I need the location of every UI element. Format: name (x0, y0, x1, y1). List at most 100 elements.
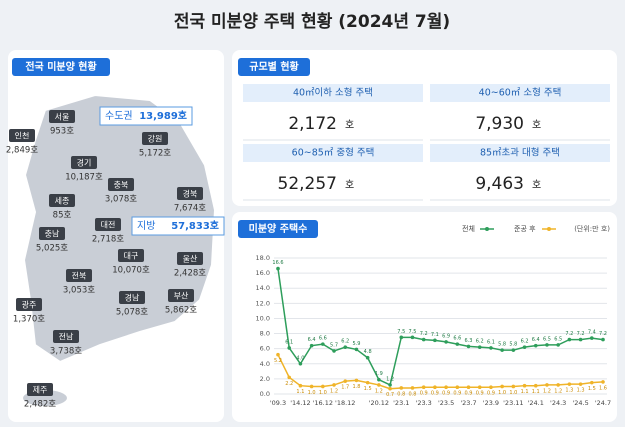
region-count: 2,718호 (92, 235, 124, 245)
point (556, 383, 560, 387)
region-name: 광주 (22, 300, 37, 310)
x-tick-label: '09.3 (270, 399, 286, 407)
region-tag (177, 252, 203, 265)
cell-unit: 호 (345, 119, 354, 131)
x-tick-label: '23.1 (393, 399, 409, 407)
region-name: 강원 (148, 134, 163, 144)
point (421, 337, 426, 342)
point (500, 384, 504, 389)
point (533, 343, 538, 348)
value-label: 6.9 (442, 333, 450, 339)
region-count: 3,078호 (105, 195, 137, 205)
region-name: 충남 (45, 230, 60, 239)
x-tick-label: '20.12 (369, 399, 389, 407)
point (399, 335, 404, 340)
cell-label: 40~60㎡ 소형 주택 (479, 88, 562, 99)
point (466, 344, 471, 349)
region-name: 제주 (33, 386, 48, 395)
point (287, 375, 292, 380)
value-label: 1.0 (319, 390, 327, 396)
value-label: 1.2 (554, 388, 562, 394)
value-label: 0.9 (465, 391, 473, 397)
region-tag (118, 249, 144, 262)
value-label: 6.5 (554, 336, 562, 342)
value-label: 1.9 (375, 371, 383, 377)
region-name: 경기 (77, 158, 92, 168)
point (556, 343, 560, 347)
x-tick-label: '24.1 (528, 399, 544, 407)
point (601, 337, 605, 342)
region-tag (49, 194, 75, 207)
value-label: 1.6 (599, 385, 607, 391)
value-label: 16.6 (272, 260, 283, 266)
value-label: 0.9 (420, 391, 428, 397)
point (321, 342, 325, 346)
total-box (99, 106, 193, 126)
y-tick-label: 4.0 (260, 360, 270, 368)
cell-label: 40㎡이하 소형 주택 (293, 87, 373, 99)
value-label: 1.3 (565, 388, 573, 394)
value-label: 5.2 (274, 358, 282, 364)
value-label: 4.0 (296, 355, 304, 361)
cell-header (243, 84, 423, 102)
point (466, 385, 471, 390)
point (343, 379, 348, 383)
point (410, 386, 415, 390)
total-count: 13,989호 (139, 109, 187, 122)
value-label: 1.1 (296, 389, 304, 395)
point (489, 385, 493, 390)
value-label: 1.2 (375, 388, 383, 394)
region-count: 2,482호 (24, 400, 56, 410)
cell-unit: 호 (345, 179, 354, 191)
point (455, 385, 460, 390)
point (511, 348, 516, 352)
point (365, 355, 370, 360)
value-label: 4.8 (364, 349, 372, 355)
region-count: 10,070호 (112, 266, 150, 276)
y-tick-label: 6.0 (260, 345, 270, 353)
point (444, 340, 448, 344)
value-label: 6.6 (453, 336, 461, 342)
point (354, 378, 359, 383)
point (578, 337, 583, 342)
cell-value: 9,463 (475, 174, 524, 194)
region-name: 경남 (125, 293, 140, 303)
legend-dot (547, 227, 551, 231)
value-label: 1.1 (532, 389, 540, 395)
cell-value: 2,172 (288, 114, 337, 134)
value-label: 7.5 (409, 329, 417, 335)
value-label: 7.2 (565, 331, 573, 337)
region-name: 전남 (59, 332, 74, 342)
value-label: 0.9 (476, 391, 484, 397)
cell-unit: 호 (532, 179, 541, 191)
point (388, 383, 392, 387)
region-name: 세종 (55, 197, 70, 206)
cell-header (243, 144, 423, 162)
value-label: 6.2 (341, 339, 349, 345)
point (410, 335, 415, 340)
value-label: 6.6 (319, 336, 327, 342)
chart-tab (238, 220, 318, 238)
point (567, 337, 572, 342)
region-name: 충북 (114, 181, 129, 190)
point (455, 342, 460, 346)
total-box (131, 216, 225, 236)
x-tick-label: '23.5 (438, 399, 454, 407)
region-tag (39, 227, 65, 240)
point (388, 386, 392, 391)
size-label: 규모별 현황 (249, 60, 299, 73)
region-name: 대전 (101, 220, 116, 230)
value-label: 1.0 (498, 390, 506, 396)
region-name: 서울 (55, 113, 70, 122)
point (421, 385, 426, 390)
point (377, 383, 381, 387)
point (522, 383, 527, 388)
region-count: 2,428호 (174, 269, 206, 279)
point (276, 352, 280, 357)
value-label: 1.0 (308, 390, 316, 396)
value-label: 1.7 (341, 385, 349, 391)
x-tick-label: '24.7 (595, 399, 611, 407)
y-tick-label: 12.0 (256, 299, 270, 307)
y-tick-label: 10.0 (256, 314, 270, 322)
